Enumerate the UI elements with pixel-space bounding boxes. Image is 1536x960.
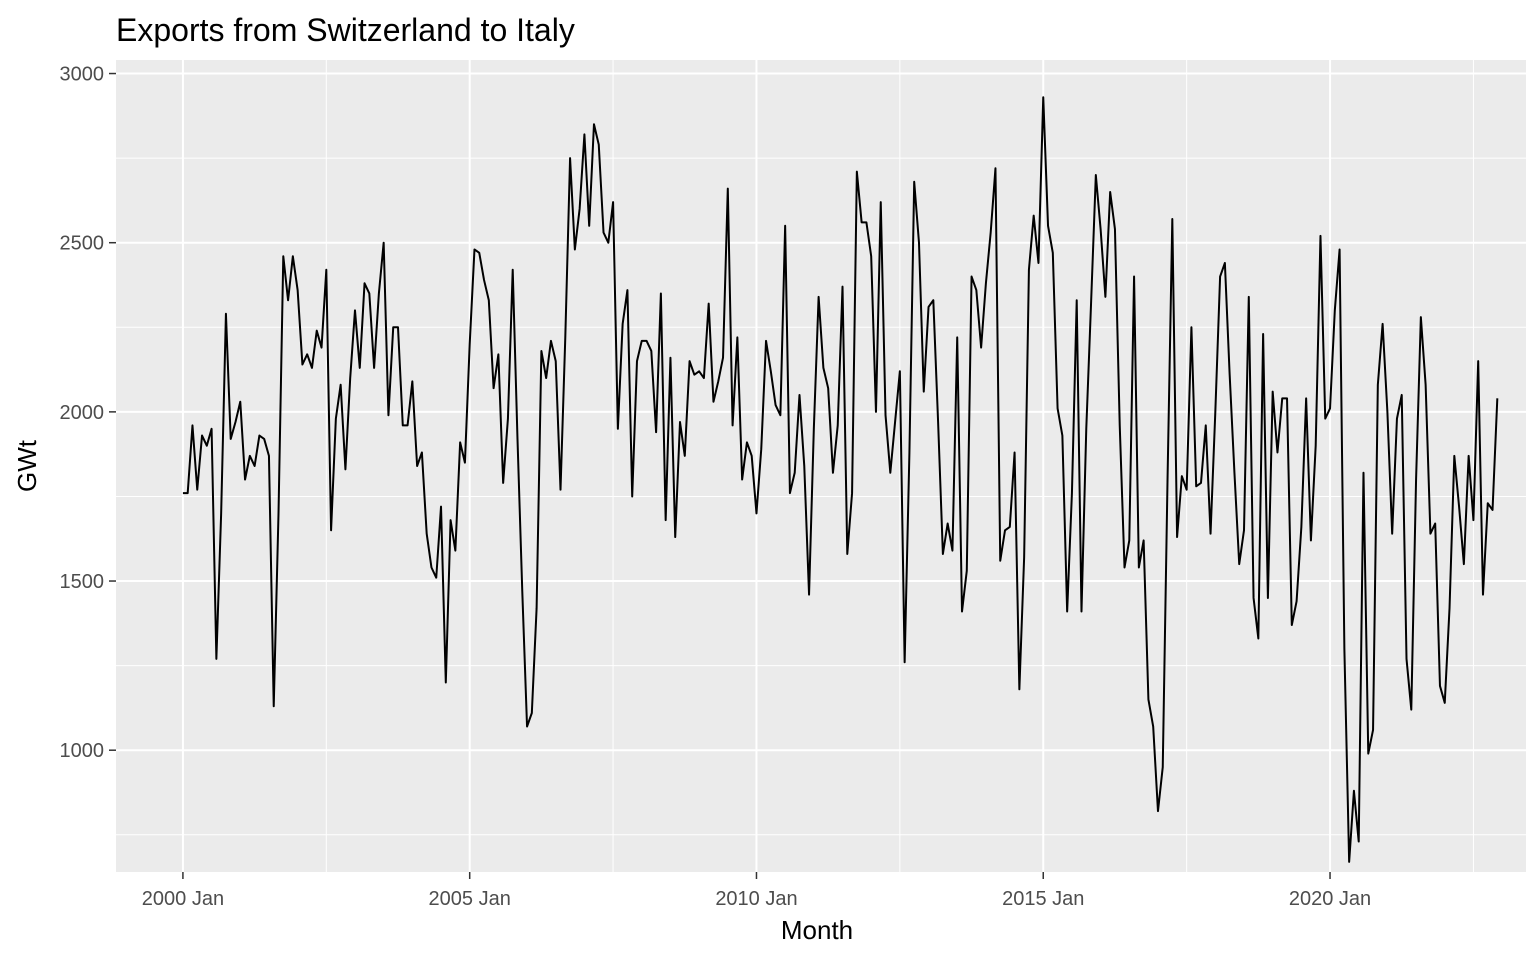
plot-panel <box>116 60 1526 872</box>
x-axis-label: Month <box>781 915 853 945</box>
chart-title: Exports from Switzerland to Italy <box>116 12 575 48</box>
y-tick-label: 1000 <box>60 740 105 762</box>
x-tick-label: 2005 Jan <box>429 888 511 910</box>
x-tick-label: 2010 Jan <box>715 888 797 910</box>
y-tick-label: 2500 <box>60 233 105 255</box>
y-tick-label: 2000 <box>60 402 105 424</box>
y-tick-label: 1500 <box>60 571 105 593</box>
x-tick-label: 2000 Jan <box>142 888 224 910</box>
minor-gridlines <box>116 60 1526 872</box>
y-axis-ticks: 1000 1500 2000 2500 3000 <box>60 64 116 762</box>
major-gridlines <box>116 60 1526 872</box>
x-axis-ticks: 2000 Jan 2005 Jan 2010 Jan 2015 Jan 2020 Jan <box>142 872 1371 910</box>
y-axis-label: GWt <box>12 439 42 492</box>
x-tick-label: 2020 Jan <box>1289 888 1371 910</box>
series-line <box>182 96 1499 863</box>
y-tick-label: 3000 <box>60 64 105 86</box>
x-tick-label: 2015 Jan <box>1002 888 1084 910</box>
